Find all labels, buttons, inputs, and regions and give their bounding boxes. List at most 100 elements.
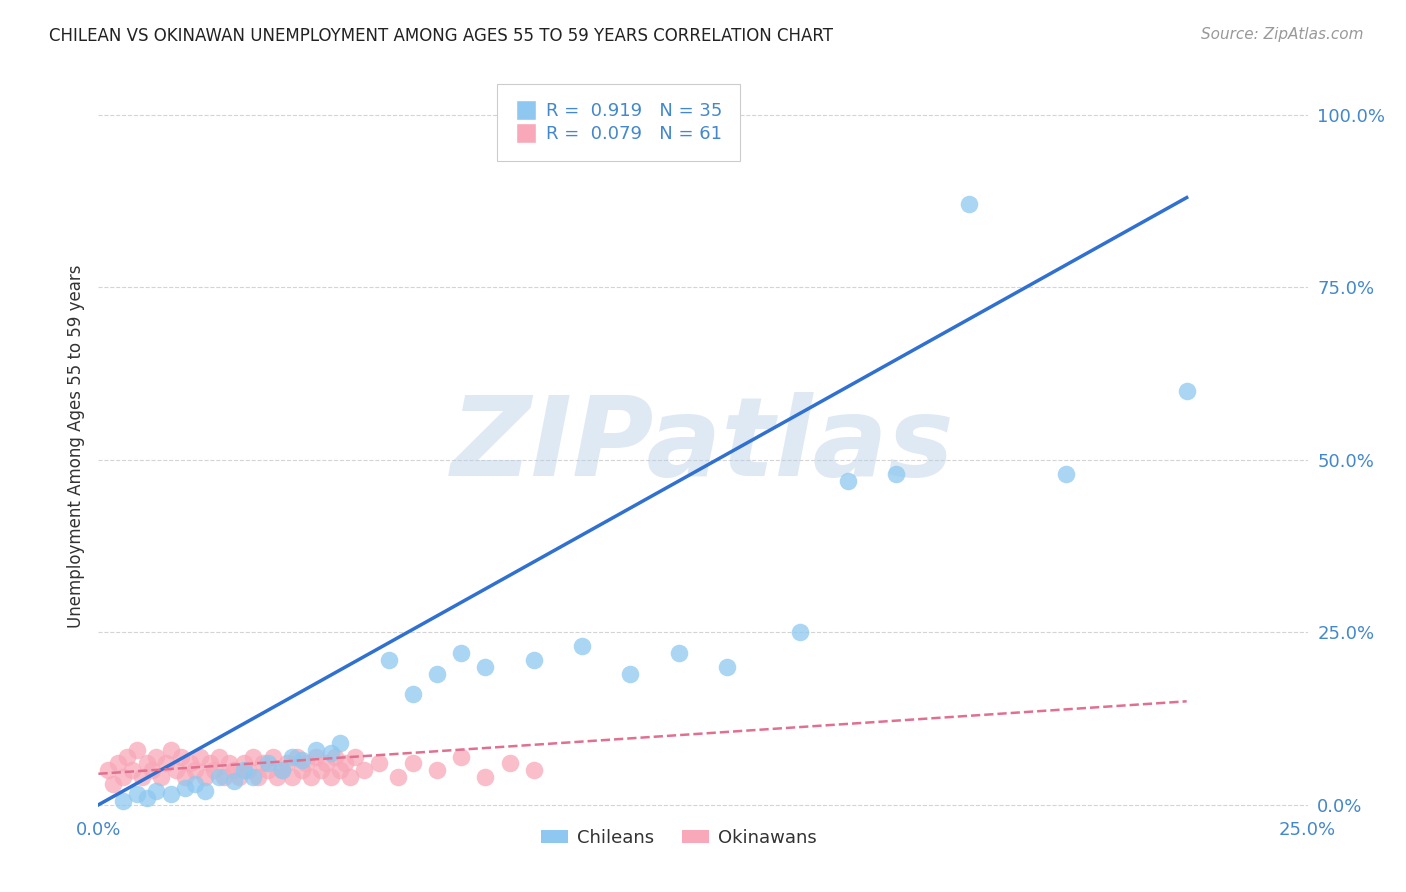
- Point: [339, 770, 361, 784]
- Point: [174, 780, 197, 795]
- Text: Source: ZipAtlas.com: Source: ZipAtlas.com: [1201, 27, 1364, 42]
- Point: [141, 764, 163, 778]
- Point: [131, 770, 153, 784]
- Point: [135, 756, 157, 771]
- Point: [315, 756, 337, 771]
- Point: [305, 742, 328, 756]
- Point: [208, 770, 231, 784]
- Point: [305, 749, 328, 764]
- Point: [232, 756, 254, 771]
- Point: [107, 756, 129, 771]
- Point: [228, 770, 250, 784]
- Point: [309, 764, 332, 778]
- Point: [619, 666, 641, 681]
- Point: [474, 660, 496, 674]
- Point: [353, 764, 375, 778]
- Point: [242, 749, 264, 764]
- Point: [179, 756, 201, 771]
- Point: [169, 749, 191, 764]
- Point: [285, 749, 308, 764]
- Point: [111, 770, 134, 784]
- Point: [145, 784, 167, 798]
- Point: [127, 742, 149, 756]
- Point: [247, 770, 270, 784]
- Point: [232, 764, 254, 778]
- Point: [266, 770, 288, 784]
- Point: [886, 467, 908, 481]
- Point: [281, 770, 304, 784]
- Point: [155, 756, 177, 771]
- Point: [222, 773, 245, 788]
- Point: [184, 777, 207, 791]
- Point: [319, 746, 342, 760]
- Point: [135, 791, 157, 805]
- Point: [174, 770, 197, 784]
- Point: [368, 756, 391, 771]
- Point: [165, 764, 187, 778]
- Legend: Chileans, Okinawans: Chileans, Okinawans: [534, 822, 824, 854]
- Point: [325, 749, 347, 764]
- Point: [208, 749, 231, 764]
- Point: [290, 753, 312, 767]
- Point: [290, 764, 312, 778]
- Point: [145, 749, 167, 764]
- Point: [218, 756, 240, 771]
- Point: [837, 474, 859, 488]
- Point: [271, 764, 294, 778]
- Point: [276, 756, 298, 771]
- Point: [329, 764, 352, 778]
- Point: [319, 770, 342, 784]
- Point: [188, 749, 211, 764]
- Point: [194, 770, 217, 784]
- Text: ZIPatlas: ZIPatlas: [451, 392, 955, 500]
- Point: [299, 770, 322, 784]
- Point: [523, 764, 546, 778]
- Point: [1175, 384, 1198, 398]
- Point: [97, 764, 120, 778]
- Point: [789, 625, 811, 640]
- Point: [426, 764, 449, 778]
- Point: [498, 756, 520, 771]
- Point: [271, 764, 294, 778]
- Point: [160, 788, 183, 802]
- Point: [184, 764, 207, 778]
- Point: [262, 749, 284, 764]
- Point: [117, 749, 139, 764]
- Point: [1054, 467, 1077, 481]
- Point: [127, 788, 149, 802]
- Point: [204, 764, 226, 778]
- Point: [377, 653, 399, 667]
- Point: [256, 756, 278, 771]
- Point: [402, 756, 425, 771]
- Point: [281, 749, 304, 764]
- Point: [343, 749, 366, 764]
- Point: [450, 646, 472, 660]
- Point: [295, 756, 318, 771]
- Y-axis label: Unemployment Among Ages 55 to 59 years: Unemployment Among Ages 55 to 59 years: [66, 264, 84, 628]
- Point: [194, 784, 217, 798]
- Point: [222, 764, 245, 778]
- Point: [212, 770, 235, 784]
- Text: CHILEAN VS OKINAWAN UNEMPLOYMENT AMONG AGES 55 TO 59 YEARS CORRELATION CHART: CHILEAN VS OKINAWAN UNEMPLOYMENT AMONG A…: [49, 27, 834, 45]
- Point: [160, 742, 183, 756]
- Point: [426, 666, 449, 681]
- Point: [242, 770, 264, 784]
- Point: [450, 749, 472, 764]
- Point: [668, 646, 690, 660]
- Point: [957, 197, 980, 211]
- Point: [198, 756, 221, 771]
- Point: [101, 777, 124, 791]
- Point: [716, 660, 738, 674]
- Point: [121, 764, 143, 778]
- Point: [523, 653, 546, 667]
- Point: [150, 770, 173, 784]
- Point: [474, 770, 496, 784]
- Point: [571, 639, 593, 653]
- Point: [329, 736, 352, 750]
- Point: [256, 764, 278, 778]
- Point: [252, 756, 274, 771]
- Point: [387, 770, 409, 784]
- Point: [238, 764, 260, 778]
- Point: [333, 756, 356, 771]
- Point: [402, 687, 425, 701]
